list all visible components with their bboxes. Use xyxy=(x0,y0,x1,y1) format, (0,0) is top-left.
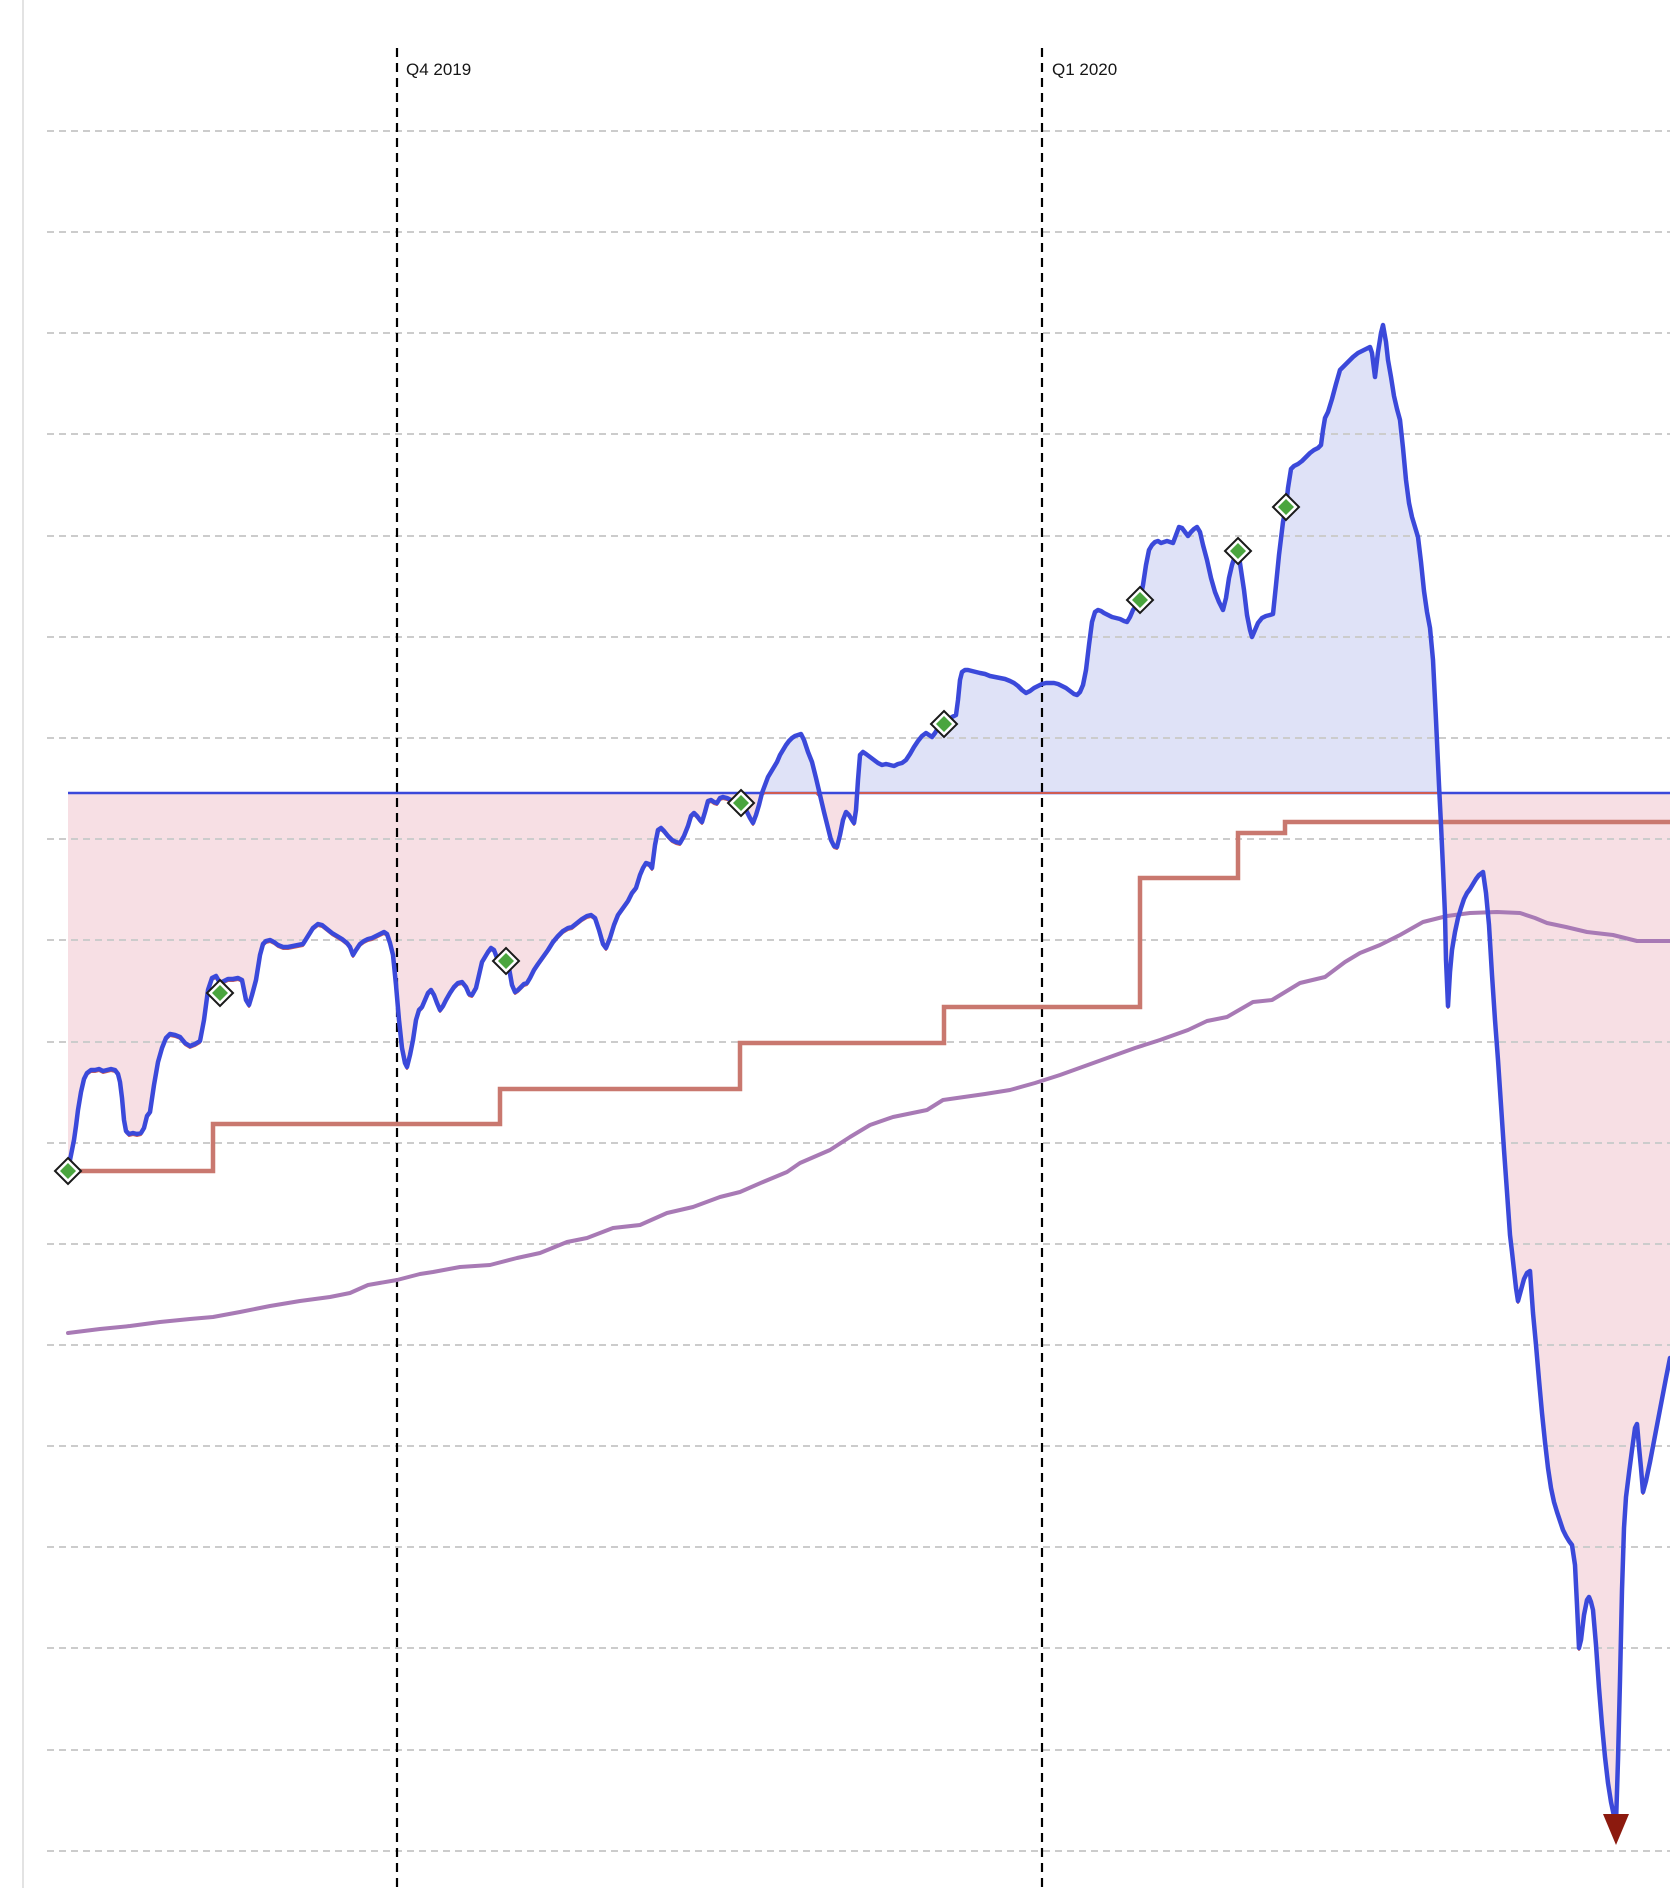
quarter-label-q1-2020: Q1 2020 xyxy=(1052,60,1117,79)
buy-diamond-core xyxy=(498,953,514,969)
drawdown-area-fill xyxy=(68,793,1670,1823)
benchmark-line xyxy=(66,910,1670,1335)
sell-marker xyxy=(1603,1814,1629,1845)
buy-diamond-core xyxy=(733,795,749,811)
trailing-stop xyxy=(68,819,1670,1174)
buy-diamond-core xyxy=(60,1163,76,1179)
benchmark xyxy=(66,910,1670,1335)
gain-area-fill xyxy=(68,325,1670,793)
buy-diamond-core xyxy=(936,716,952,732)
equity-curve-line xyxy=(65,322,1670,1826)
buy-markers xyxy=(53,492,1301,1186)
equity-curve xyxy=(65,322,1670,1826)
buy-diamond-core xyxy=(1230,543,1246,559)
drawdown-boundary xyxy=(67,792,1670,1826)
area-fills xyxy=(68,325,1670,1823)
drawdown-boundary-line xyxy=(67,792,1670,1826)
buy-diamond-core xyxy=(1132,592,1148,608)
quarter-label-q4-2019: Q4 2019 xyxy=(406,60,471,79)
quarter-separator-lines xyxy=(395,48,1044,1888)
trailing-stop-line xyxy=(68,819,1670,1174)
buy-diamond-core xyxy=(1278,499,1294,515)
sell-arrow-icon xyxy=(1603,1814,1629,1845)
buy-diamond-core xyxy=(212,985,228,1001)
horizontal-gridlines xyxy=(47,130,1670,1852)
